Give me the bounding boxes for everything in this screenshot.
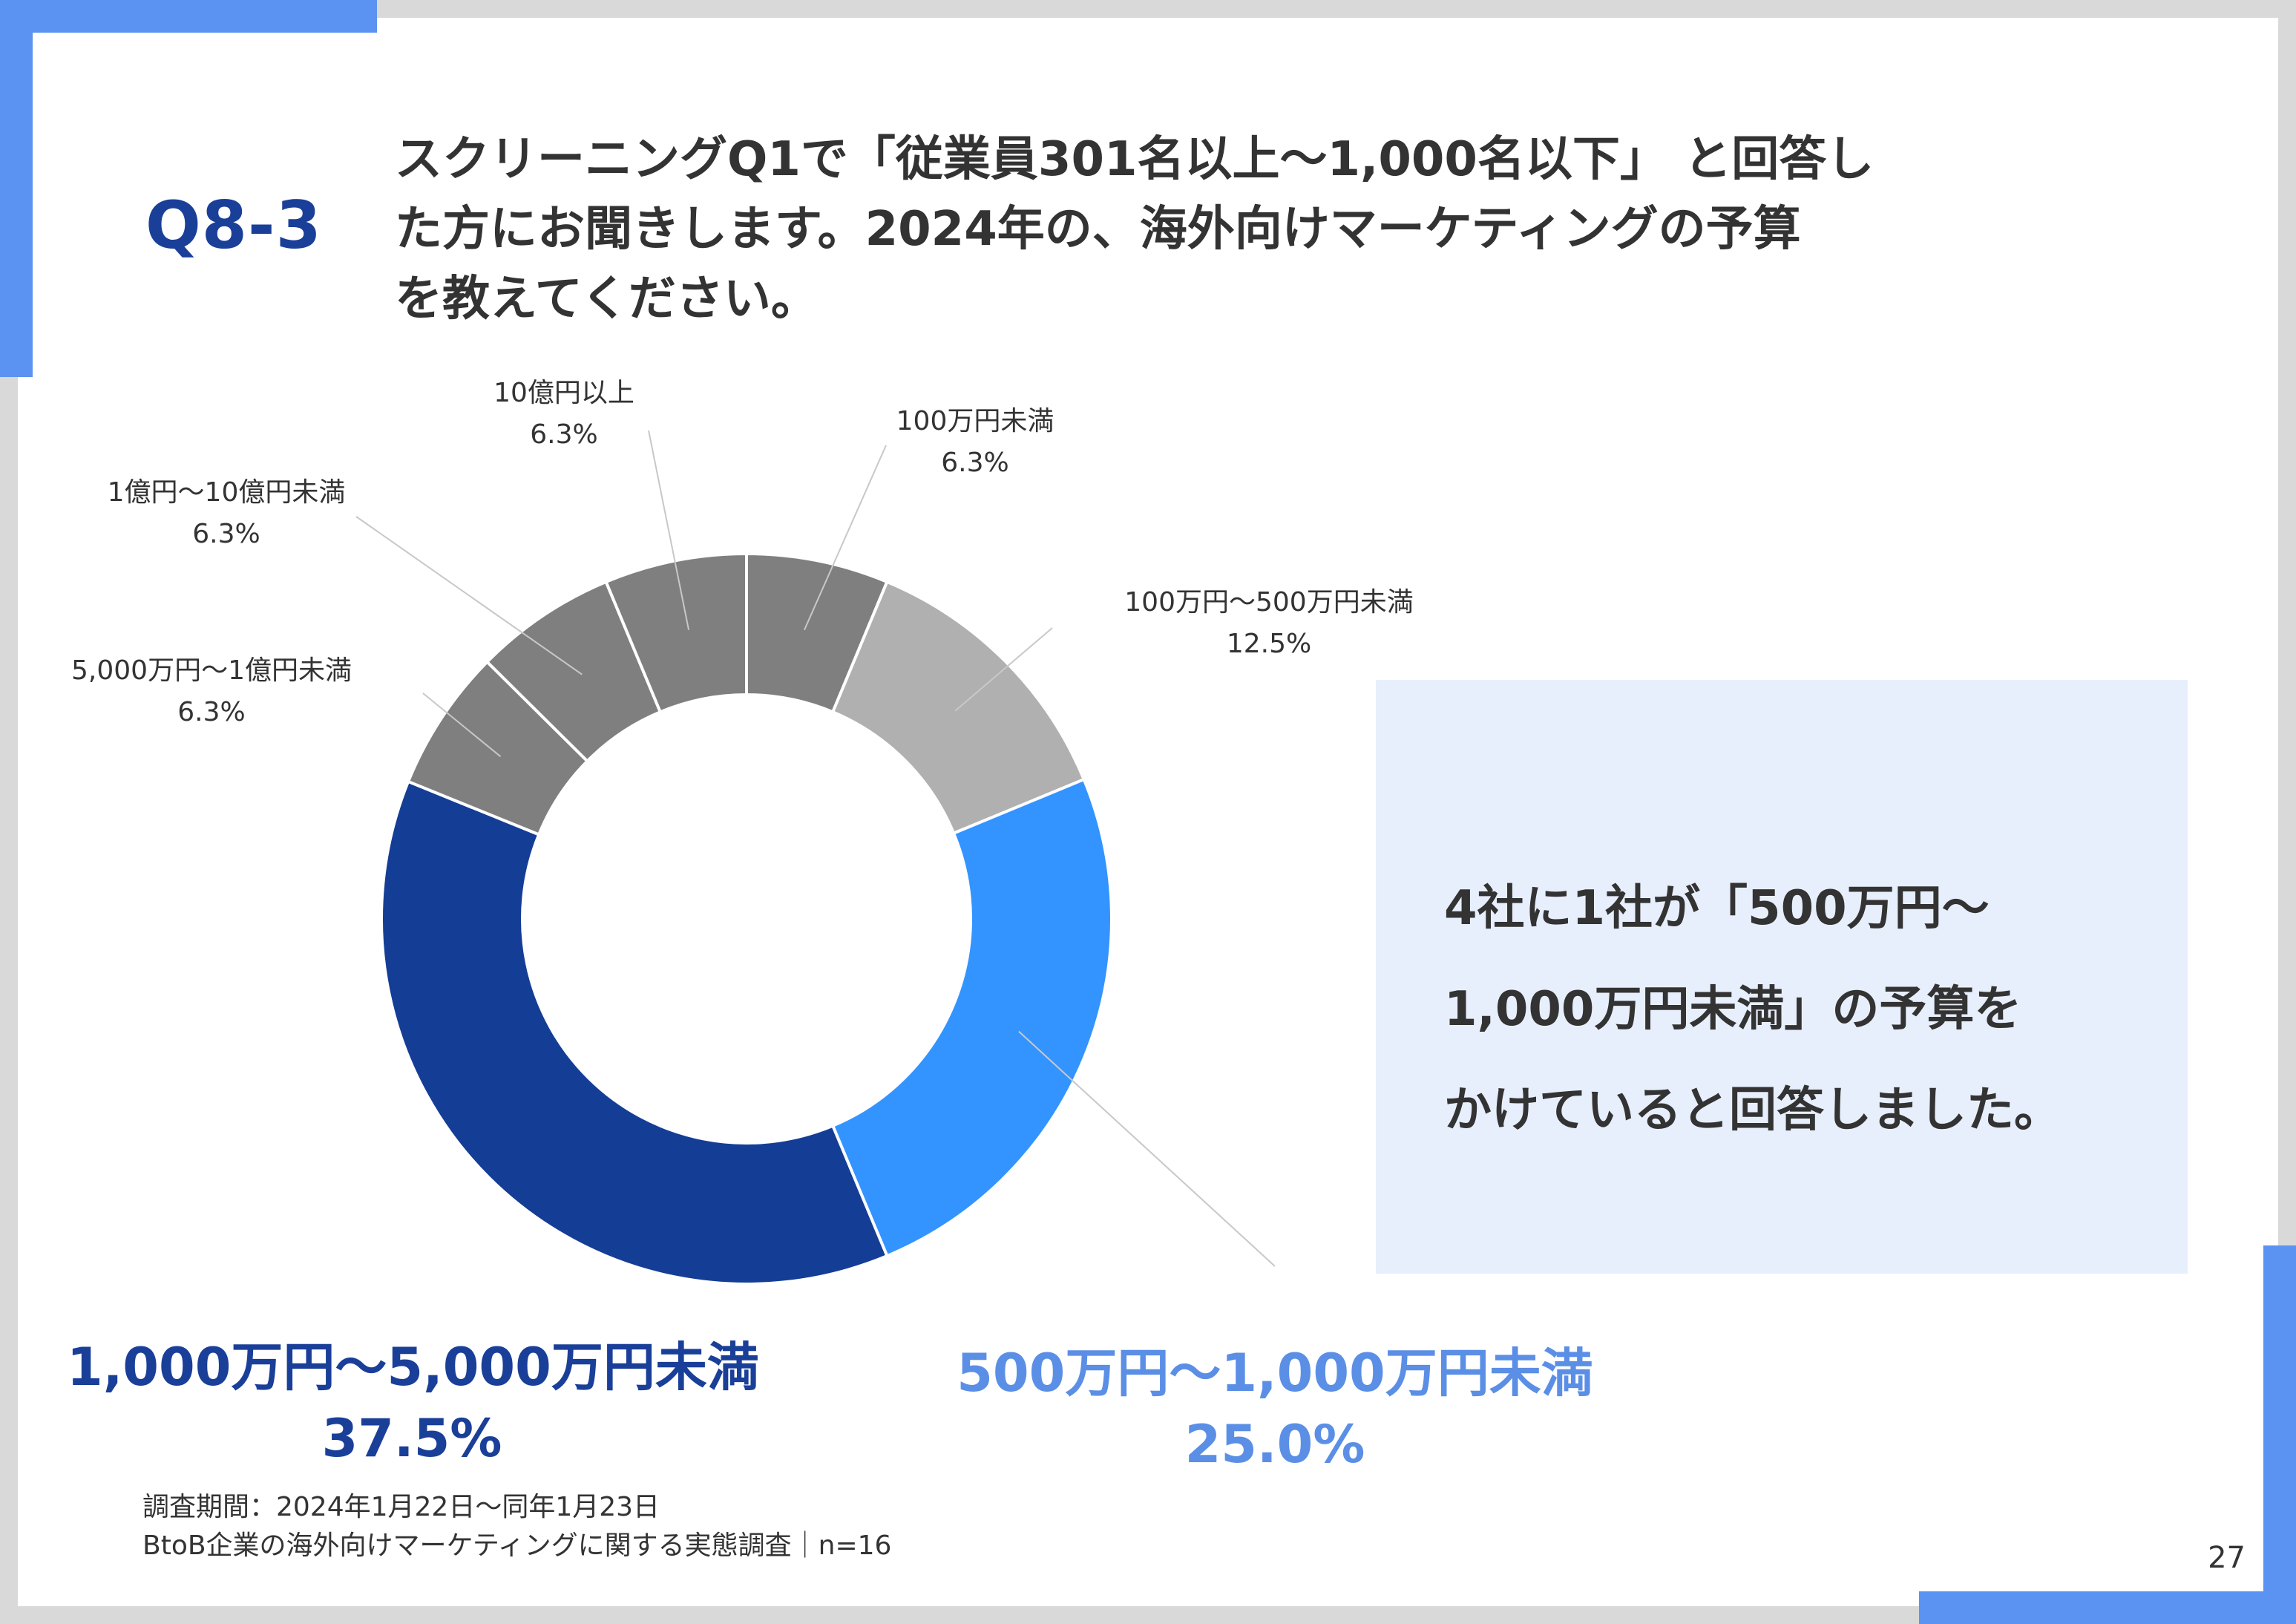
slice-value: 6.3% — [941, 448, 1009, 478]
leader-line-over-1b — [648, 430, 690, 630]
question-text: スクリーニングQ1で「従業員301名以上〜1,000名以下」 と回答し た方にお… — [395, 125, 2102, 334]
slice-label-under-1m: 100万円未満 6.3% — [886, 401, 1064, 484]
question-line: を教えてください。 — [395, 272, 819, 327]
slice-value: 25.0% — [1184, 1414, 1365, 1475]
accent-bar-bottom — [1919, 1591, 2296, 1624]
donut-slice-over-1b — [604, 551, 748, 714]
survey-footnote: 調査期間：2024年1月22日〜同年1月23日 BtoB企業の海外向けマーケティ… — [142, 1488, 891, 1565]
slice-category: 100万円未満 — [896, 406, 1054, 436]
leader-lines — [355, 430, 1276, 1267]
summary-line: 1,000万円未満」の予算を — [1444, 982, 2022, 1037]
slice-category: 1億円〜10億円未満 — [107, 477, 346, 508]
leader-line-under-1m — [803, 445, 887, 631]
accent-bar-left — [0, 0, 33, 377]
slice-label-10m-50m: 1,000万円〜5,000万円未満 37.5% — [67, 1332, 759, 1474]
page-number: 27 — [2208, 1541, 2246, 1575]
slice-category: 10億円以上 — [493, 378, 634, 408]
slice-label-over-1b: 10億円以上 6.3% — [460, 373, 668, 456]
slice-category: 5,000万円〜1億円未満 — [71, 655, 352, 686]
footnote-line: 調査期間：2024年1月22日〜同年1月23日 — [142, 1492, 660, 1522]
question-line: スクリーニングQ1で「従業員301名以上〜1,000名以下」 と回答し — [395, 132, 1874, 187]
footnote-line: BtoB企業の海外向けマーケティングに関する実態調査｜n=16 — [142, 1530, 892, 1561]
slice-category: 500万円〜1,000万円未満 — [957, 1343, 1593, 1404]
slice-label-50m-100m: 5,000万円〜1億円未満 6.3% — [45, 650, 378, 733]
slice-label-1m-5m: 100万円〜500万円未満 12.5% — [1098, 582, 1440, 665]
summary-line: かけていると回答しました。 — [1444, 1083, 2062, 1138]
donut-slice-10m-50m — [380, 779, 889, 1286]
accent-bar-right — [2263, 1245, 2296, 1624]
slice-category: 100万円〜500万円未満 — [1124, 587, 1414, 618]
slice-label-5m-10m: 500万円〜1,000万円未満 25.0% — [941, 1337, 1609, 1480]
leader-line-5m-10m — [1018, 1030, 1276, 1267]
frame-top — [0, 0, 2296, 18]
slice-label-100m-1b: 1億円〜10億円未満 6.3% — [74, 472, 378, 555]
accent-bar-top — [0, 0, 377, 33]
frame-bottom — [0, 1606, 2296, 1624]
summary-line: 4社に1社が「500万円〜 — [1444, 881, 1990, 936]
donut-slices — [380, 551, 1113, 1286]
slice-value: 6.3% — [192, 519, 260, 549]
slice-category: 1,000万円〜5,000万円未満 — [67, 1337, 759, 1398]
leader-line-100m-1b — [355, 516, 583, 675]
slice-value: 6.3% — [177, 697, 246, 727]
donut-slice-5m-10m — [830, 777, 1113, 1258]
summary-text: 4社に1社が「500万円〜 1,000万円未満」の予算を かけていると回答しまし… — [1444, 858, 2062, 1161]
slice-value: 37.5% — [321, 1408, 502, 1469]
slice-value: 12.5% — [1226, 629, 1312, 659]
summary-box: 4社に1社が「500万円〜 1,000万円未満」の予算を かけていると回答しまし… — [1376, 680, 2188, 1274]
leader-line-50m-100m — [422, 693, 502, 758]
slice-value: 6.3% — [530, 419, 598, 450]
question-line: た方にお聞きします。2024年の、海外向けマーケティングの予算 — [395, 202, 1801, 257]
leader-line-1m-5m — [954, 627, 1053, 712]
question-number: Q8-3 — [145, 187, 322, 263]
